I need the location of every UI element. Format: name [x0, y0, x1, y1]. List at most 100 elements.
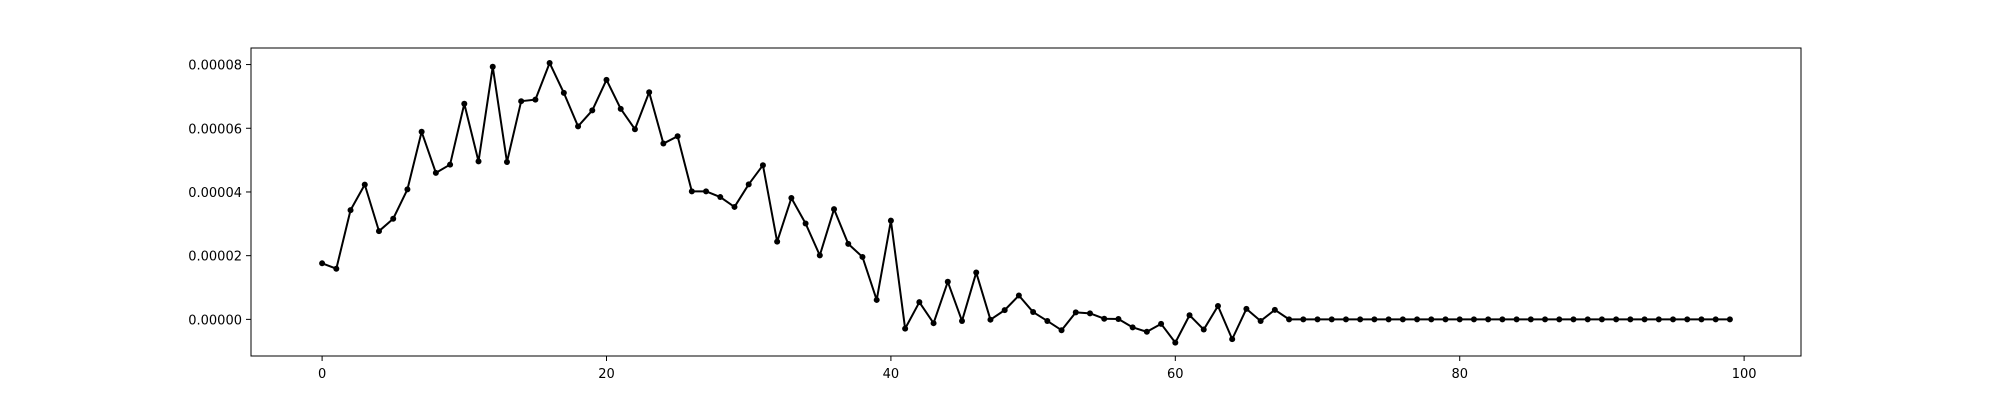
- data-point: [1044, 317, 1051, 324]
- y-tick-label: 0.00002: [188, 250, 242, 265]
- data-point: [1371, 316, 1378, 323]
- data-point: [1086, 310, 1093, 317]
- data-point: [1570, 316, 1577, 323]
- data-point: [1598, 316, 1605, 323]
- data-point: [916, 299, 923, 306]
- data-point: [1527, 316, 1534, 323]
- data-point: [1328, 316, 1335, 323]
- data-point: [560, 89, 567, 96]
- data-point: [1442, 316, 1449, 323]
- data-point: [1271, 306, 1278, 313]
- data-point: [589, 107, 596, 114]
- data-point: [1414, 316, 1421, 323]
- data-point: [546, 59, 553, 66]
- data-point: [1286, 316, 1293, 323]
- data-point: [1300, 316, 1307, 323]
- data-point: [674, 133, 681, 140]
- data-point: [532, 96, 539, 103]
- data-point: [816, 252, 823, 259]
- data-point: [959, 317, 966, 324]
- data-point: [788, 195, 795, 202]
- data-point: [1726, 316, 1733, 323]
- data-point: [1101, 315, 1108, 322]
- data-point: [1058, 327, 1065, 334]
- data-point: [1030, 309, 1037, 316]
- data-point: [944, 278, 951, 285]
- data-point: [1698, 316, 1705, 323]
- data-point: [1015, 292, 1022, 299]
- data-point: [1129, 324, 1136, 331]
- data-point: [1115, 316, 1122, 323]
- data-point: [361, 181, 368, 188]
- data-point: [447, 161, 454, 168]
- data-point: [731, 203, 738, 210]
- data-point: [1456, 316, 1463, 323]
- data-point: [1314, 316, 1321, 323]
- data-point: [1684, 316, 1691, 323]
- data-point: [1257, 317, 1264, 324]
- data-point: [1072, 309, 1079, 316]
- data-point: [1613, 316, 1620, 323]
- data-point: [1200, 326, 1207, 333]
- data-point: [717, 194, 724, 201]
- data-point: [930, 320, 937, 327]
- y-tick-label: 0.00006: [188, 122, 242, 137]
- data-point: [660, 140, 667, 147]
- data-point: [475, 158, 482, 165]
- data-point: [1513, 316, 1520, 323]
- x-tick-label: 20: [598, 367, 615, 382]
- data-point: [1399, 316, 1406, 323]
- data-point: [319, 260, 326, 267]
- data-point: [646, 89, 653, 96]
- data-point: [1556, 316, 1563, 323]
- data-point: [1542, 316, 1549, 323]
- data-point: [432, 169, 439, 176]
- data-point: [1001, 307, 1008, 314]
- data-point: [518, 98, 525, 105]
- data-point: [1172, 339, 1179, 346]
- y-tick-label: 0.00008: [188, 59, 242, 74]
- data-point: [902, 325, 909, 332]
- data-point: [617, 105, 624, 112]
- data-point: [759, 162, 766, 169]
- data-point: [887, 217, 894, 224]
- x-axis: 0 20 40 60 80 100: [318, 356, 1757, 382]
- data-point: [1627, 316, 1634, 323]
- data-point: [1214, 302, 1221, 309]
- y-tick-label: 0.00004: [188, 186, 242, 201]
- data-point: [1470, 316, 1477, 323]
- y-axis: 0.00000 0.00002 0.00004 0.00006 0.00008: [188, 59, 251, 328]
- data-point: [1357, 316, 1364, 323]
- data-point: [774, 238, 781, 245]
- data-point: [1670, 316, 1677, 323]
- x-tick-label: 100: [1732, 367, 1757, 382]
- data-point: [461, 100, 468, 107]
- series-markers: [319, 59, 1733, 346]
- data-point: [347, 207, 354, 214]
- data-point: [873, 296, 880, 303]
- plot-area: [251, 48, 1801, 356]
- x-tick-label: 40: [883, 367, 900, 382]
- x-tick-label: 0: [318, 367, 326, 382]
- data-point: [1655, 316, 1662, 323]
- data-point: [503, 159, 510, 166]
- data-point: [489, 63, 496, 70]
- data-point: [333, 265, 340, 272]
- data-point: [575, 123, 582, 130]
- data-point: [1712, 316, 1719, 323]
- data-point: [831, 206, 838, 213]
- data-point: [987, 316, 994, 323]
- data-point: [603, 76, 610, 83]
- data-point: [1428, 316, 1435, 323]
- data-point: [859, 253, 866, 260]
- data-point: [1158, 320, 1165, 327]
- y-tick-label: 0.00000: [188, 313, 242, 328]
- data-point: [688, 188, 695, 195]
- x-tick-label: 80: [1451, 367, 1468, 382]
- data-point: [1229, 336, 1236, 343]
- data-point: [1186, 312, 1193, 319]
- data-point: [1342, 316, 1349, 323]
- data-point: [418, 128, 425, 135]
- data-point: [375, 228, 382, 235]
